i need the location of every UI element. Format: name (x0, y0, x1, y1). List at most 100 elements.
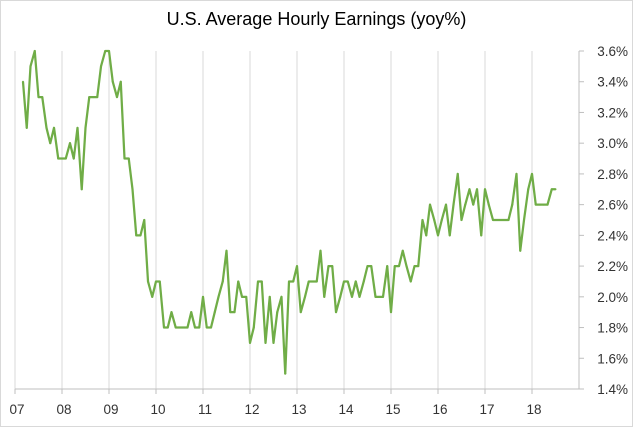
data-point (108, 50, 110, 52)
data-point (397, 265, 400, 268)
data-point (456, 172, 459, 175)
data-point (49, 142, 52, 145)
y-tick-label: 3.6% (597, 44, 628, 59)
data-point (409, 280, 412, 283)
data-point (64, 157, 67, 160)
data-point (41, 96, 44, 99)
data-point (472, 203, 475, 206)
data-point (358, 295, 361, 298)
data-point (468, 188, 471, 191)
data-point (45, 126, 48, 129)
data-point (155, 280, 157, 283)
axes (15, 51, 580, 390)
x-tick-label: 13 (291, 402, 306, 417)
y-tick-label: 2.0% (597, 290, 628, 305)
data-point (135, 234, 138, 237)
data-point (249, 341, 251, 344)
data-point (158, 280, 161, 283)
y-tick-label: 1.4% (597, 382, 628, 397)
data-point (174, 326, 177, 329)
data-point (311, 280, 314, 283)
data-point (554, 188, 557, 191)
data-point (202, 295, 204, 298)
data-point (162, 326, 165, 329)
data-point (96, 96, 99, 99)
data-point (550, 188, 553, 191)
data-point (534, 203, 537, 206)
data-point (303, 295, 306, 298)
data-point (417, 265, 420, 268)
data-point (542, 203, 545, 206)
data-point (374, 295, 377, 298)
data-point (264, 341, 267, 344)
data-point (366, 265, 369, 268)
y-tick-label: 2.2% (597, 259, 628, 274)
data-point (205, 326, 208, 329)
data-point (221, 280, 224, 283)
data-point (29, 65, 32, 68)
data-point (413, 265, 416, 268)
data-point (53, 126, 56, 129)
data-point (476, 188, 479, 191)
data-point (256, 280, 259, 283)
data-point (323, 295, 326, 298)
data-point (346, 280, 349, 283)
data-point (190, 311, 193, 314)
data-point (491, 219, 494, 221)
data-point (68, 142, 71, 145)
data-point (233, 311, 236, 314)
data-point (237, 280, 240, 283)
data-point (284, 372, 287, 375)
data-point (425, 234, 428, 237)
data-point (511, 203, 514, 206)
x-tick-labels: 07 08 09 10 11 12 13 14 15 16 17 18 (9, 402, 541, 417)
data-point (546, 203, 549, 206)
y-tick-label: 1.8% (597, 321, 628, 336)
data-point (507, 219, 510, 221)
y-tick-labels: 3.6% 3.4% 3.2% 3.0% 2.8% 2.6% 2.4% 2.2% 2.0% 1.8%… (579, 44, 628, 397)
data-point (25, 126, 28, 129)
y-tick-label: 1.6% (597, 351, 628, 366)
data-point (538, 203, 541, 206)
data-point (480, 234, 483, 237)
data-point (519, 249, 522, 252)
data-point (147, 280, 150, 283)
data-point (268, 295, 271, 298)
data-point (280, 295, 283, 298)
data-point (186, 326, 189, 329)
data-point (370, 265, 373, 268)
data-point (151, 295, 154, 298)
x-tick-label: 08 (56, 402, 71, 417)
data-point (393, 265, 396, 268)
data-point (531, 172, 533, 175)
data-point (499, 219, 502, 221)
x-tick-label: 07 (9, 402, 24, 417)
data-point (405, 265, 408, 268)
data-point (123, 157, 126, 160)
data-point (523, 219, 526, 221)
series-layer (21, 49, 557, 375)
data-point (80, 188, 83, 191)
data-point (495, 219, 498, 221)
data-point (57, 157, 60, 160)
x-tick-label: 15 (385, 402, 400, 417)
x-tick-label: 09 (103, 402, 118, 417)
x-tick-label: 11 (198, 402, 212, 417)
data-point (452, 203, 455, 206)
data-point (339, 295, 342, 298)
x-tick-label: 18 (526, 402, 541, 417)
x-tick-label: 16 (432, 402, 447, 417)
data-point (143, 219, 146, 221)
y-tick-label: 3.2% (597, 105, 628, 120)
data-point (37, 96, 40, 99)
data-point (350, 295, 353, 298)
data-point (217, 295, 220, 298)
data-point (296, 265, 298, 268)
data-point (378, 295, 381, 298)
data-point (252, 326, 255, 329)
data-point (421, 219, 424, 221)
data-point (503, 219, 506, 221)
data-point (92, 96, 95, 99)
